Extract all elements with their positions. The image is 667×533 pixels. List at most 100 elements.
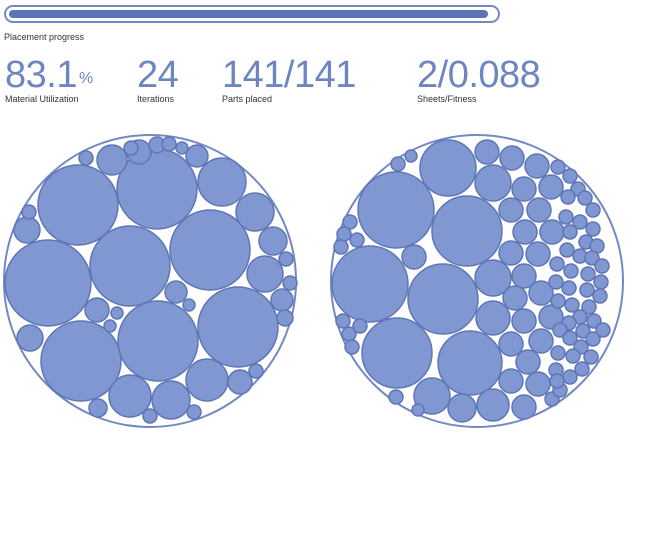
placed-part	[123, 140, 139, 156]
placed-part	[21, 204, 37, 220]
placed-part	[511, 394, 537, 420]
placed-part	[575, 323, 591, 339]
placed-part	[335, 313, 351, 329]
placed-part	[331, 245, 409, 323]
placed-part	[524, 153, 550, 179]
placed-part	[185, 144, 209, 168]
placed-part	[151, 380, 191, 420]
placed-part	[562, 168, 578, 184]
stat-material-utilization: 83.1% Material Utilization	[5, 55, 93, 104]
stat-value: 24	[137, 54, 179, 96]
placed-part	[78, 150, 94, 166]
placed-part	[476, 388, 510, 422]
placed-part	[161, 136, 177, 152]
placed-part	[186, 404, 202, 420]
placed-part	[16, 324, 44, 352]
placed-part	[512, 219, 538, 245]
placed-part	[558, 209, 574, 225]
stat-iterations: 24 Iterations	[137, 54, 179, 104]
placed-part	[515, 349, 541, 375]
placed-part	[40, 320, 122, 402]
placed-part	[579, 282, 595, 298]
stat-unit: %	[78, 70, 93, 87]
placed-part	[390, 156, 406, 172]
placed-part	[336, 226, 352, 242]
placed-part	[498, 368, 524, 394]
placed-part	[525, 241, 551, 267]
placed-part	[411, 403, 425, 417]
placed-part	[593, 274, 609, 290]
placed-part	[407, 263, 479, 335]
placed-part	[431, 195, 503, 267]
stat-label: Sheets/Fitness	[417, 94, 477, 104]
stat-parts-placed: 141/141 Parts placed	[222, 55, 356, 104]
placed-part	[550, 345, 566, 361]
placed-part	[13, 216, 41, 244]
placed-part	[549, 373, 565, 389]
placed-part	[282, 275, 298, 291]
placed-part	[89, 225, 171, 307]
placed-part	[511, 176, 537, 202]
placed-part	[117, 300, 199, 382]
placed-part	[227, 369, 253, 395]
placed-part	[538, 174, 564, 200]
placed-part	[474, 259, 512, 297]
stat-value: 2/0.088	[417, 54, 541, 96]
placed-part	[103, 319, 117, 333]
placed-part	[342, 214, 358, 230]
stat-label: Iterations	[137, 94, 175, 104]
placed-part	[344, 339, 360, 355]
placed-part	[550, 159, 566, 175]
placed-part	[560, 189, 576, 205]
placed-part	[110, 306, 124, 320]
placed-part	[585, 202, 601, 218]
placement-progress-fill	[9, 10, 488, 18]
placed-part	[585, 221, 601, 237]
placed-part	[563, 263, 579, 279]
placed-part	[584, 250, 600, 266]
placement-progress-label: Placement progress	[4, 32, 85, 42]
placed-part	[474, 139, 500, 165]
placed-part	[585, 331, 601, 347]
placed-part	[502, 285, 528, 311]
placed-part	[175, 141, 189, 155]
stat-label: Parts placed	[222, 94, 273, 104]
placed-part	[562, 369, 578, 385]
placed-part	[404, 149, 418, 163]
placed-part	[4, 239, 92, 327]
placed-part	[550, 293, 566, 309]
placed-part	[562, 224, 578, 240]
placed-part	[499, 145, 525, 171]
placed-part	[581, 299, 597, 315]
placed-part	[561, 280, 577, 296]
placed-part	[498, 240, 524, 266]
stat-sheets-fitness: 2/0.088 Sheets/Fitness	[417, 54, 541, 104]
placed-part	[169, 209, 251, 291]
placed-part	[580, 266, 596, 282]
placed-part	[182, 298, 196, 312]
placed-part	[559, 242, 575, 258]
placed-part	[349, 232, 365, 248]
placed-part	[116, 148, 198, 230]
stat-label: Material Utilization	[5, 94, 79, 104]
placed-part	[562, 330, 578, 346]
placed-part	[572, 214, 588, 230]
sheet-2	[330, 134, 624, 428]
placed-part	[388, 389, 404, 405]
placed-part	[511, 263, 537, 289]
placed-part	[401, 244, 427, 270]
placed-part	[108, 374, 152, 418]
placed-part	[142, 408, 158, 424]
placed-part	[526, 197, 552, 223]
placement-progress-bar	[4, 5, 500, 23]
placed-part	[164, 280, 188, 304]
placed-part	[258, 226, 288, 256]
placed-part	[419, 139, 477, 197]
placed-part	[548, 274, 564, 290]
placed-part	[361, 317, 433, 389]
placed-part	[447, 393, 477, 423]
placed-part	[528, 280, 554, 306]
placed-part	[475, 300, 511, 336]
placed-part	[352, 318, 368, 334]
